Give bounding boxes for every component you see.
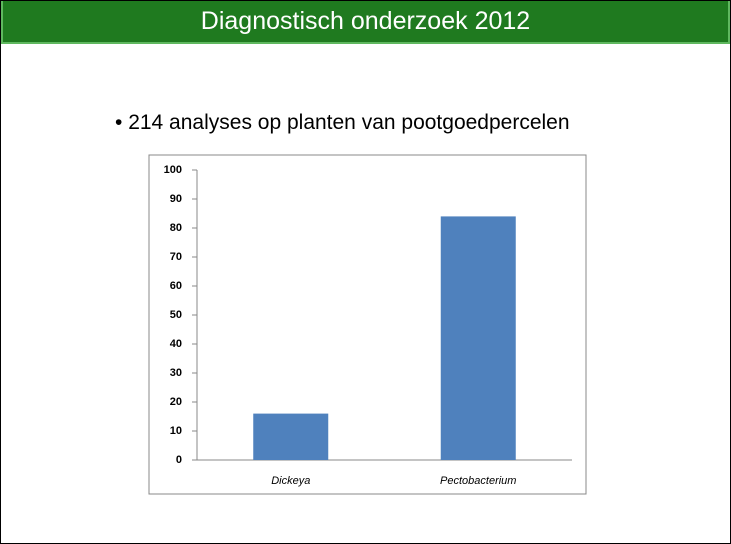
slide-title: Diagnostisch onderzoek 2012 [1, 1, 730, 44]
x-tick-label: Pectobacterium [440, 475, 516, 487]
bullet-text: 214 analyses op planten van pootgoedperc… [128, 111, 570, 134]
y-tick-label: 60 [170, 280, 182, 292]
bar [253, 413, 329, 460]
y-tick-label: 20 [170, 396, 182, 408]
y-tick-label: 70 [170, 251, 182, 263]
y-tick-label: 0 [176, 454, 182, 466]
chart-frame [148, 154, 587, 495]
y-tick-label: 50 [170, 309, 182, 321]
y-tick-label: 90 [170, 193, 182, 205]
y-tick-label: 10 [170, 425, 182, 437]
y-tick-label: 30 [170, 367, 182, 379]
bullet-row: • 214 analyses op planten van pootgoedpe… [115, 111, 570, 134]
bar [440, 216, 516, 460]
x-tick-label: Dickeya [271, 475, 310, 487]
y-tick-label: 40 [170, 338, 182, 350]
y-tick-label: 100 [164, 164, 182, 176]
y-tick-label: 80 [170, 222, 182, 234]
